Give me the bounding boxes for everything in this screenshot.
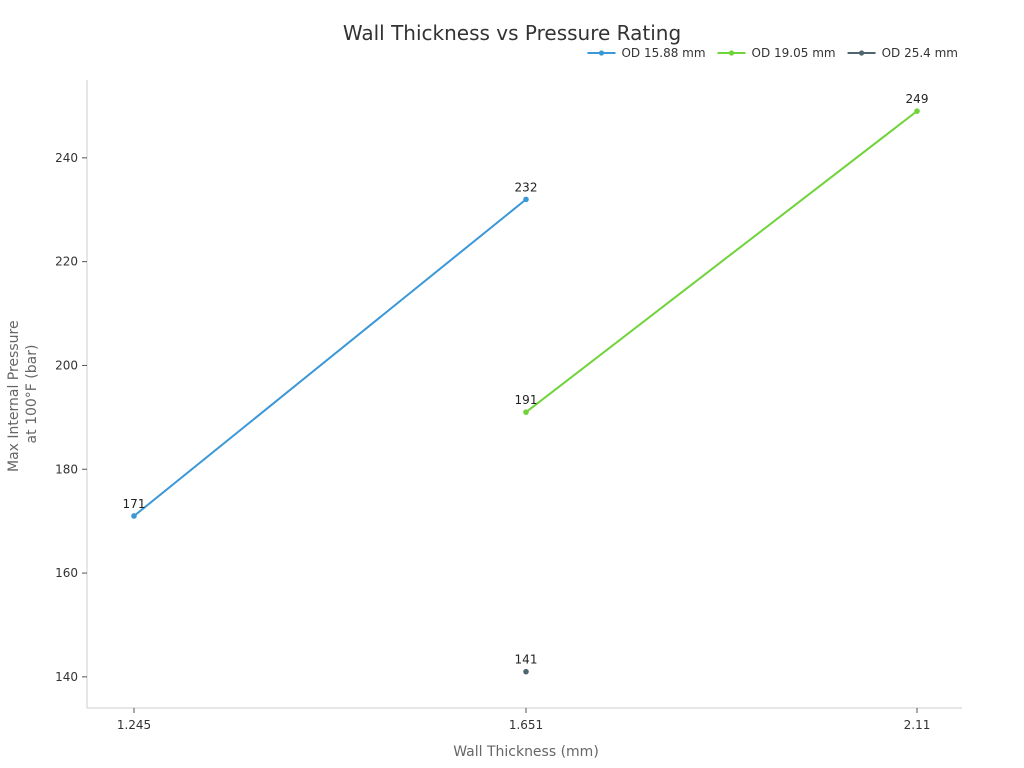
legend-swatch-marker <box>858 50 865 56</box>
legend-label: OD 19.05 mm <box>752 46 836 60</box>
data-point <box>131 513 137 519</box>
y-tick-label: 180 <box>55 462 78 476</box>
data-label: 232 <box>515 180 538 194</box>
y-tick-label: 220 <box>55 255 78 269</box>
data-label: 249 <box>906 92 929 106</box>
data-point <box>523 668 529 675</box>
series-line <box>133 198 527 517</box>
x-tick-label: 1.651 <box>509 718 543 732</box>
legend-swatch-marker <box>598 50 605 56</box>
legend-swatch-marker <box>728 50 735 56</box>
y-axis-title-line-2: at 100°F (bar) <box>24 345 40 444</box>
y-tick-label: 140 <box>55 670 78 684</box>
x-tick-label: 2.11 <box>904 718 931 732</box>
series-1: 171 232 <box>123 180 538 519</box>
series-3: 141 <box>515 653 538 675</box>
y-tick-label: 240 <box>55 151 78 165</box>
series-line <box>525 110 918 413</box>
y-axis-title: Max Internal Pressure at 100°F (bar) <box>6 316 40 472</box>
x-axis-title: Wall Thickness (mm) <box>453 744 599 760</box>
legend-label: OD 15.88 mm <box>621 46 705 60</box>
data-label: 171 <box>123 497 146 511</box>
chart-title: Wall Thickness vs Pressure Rating <box>343 21 681 45</box>
data-label: 141 <box>515 653 538 667</box>
x-tick-label: 1.245 <box>117 718 151 732</box>
y-tick-label: 200 <box>55 358 78 372</box>
data-point <box>914 108 920 114</box>
data-point <box>523 196 529 203</box>
data-label: 191 <box>515 393 538 407</box>
y-axis-title-line-1: Max Internal Pressure <box>6 320 22 472</box>
legend-label: OD 25.4 mm <box>882 46 958 60</box>
series-2: 191 249 <box>515 92 929 415</box>
x-ticks: 1.245 1.651 2.11 <box>117 708 931 732</box>
legend: OD 15.88 mm OD 19.05 mm OD 25.4 mm <box>587 46 958 60</box>
y-tick-label: 160 <box>55 566 78 580</box>
series-layer: 171 232 191 249 141 <box>123 92 929 675</box>
y-ticks: 140 160 180 200 220 240 <box>55 151 87 684</box>
data-point <box>523 409 529 415</box>
